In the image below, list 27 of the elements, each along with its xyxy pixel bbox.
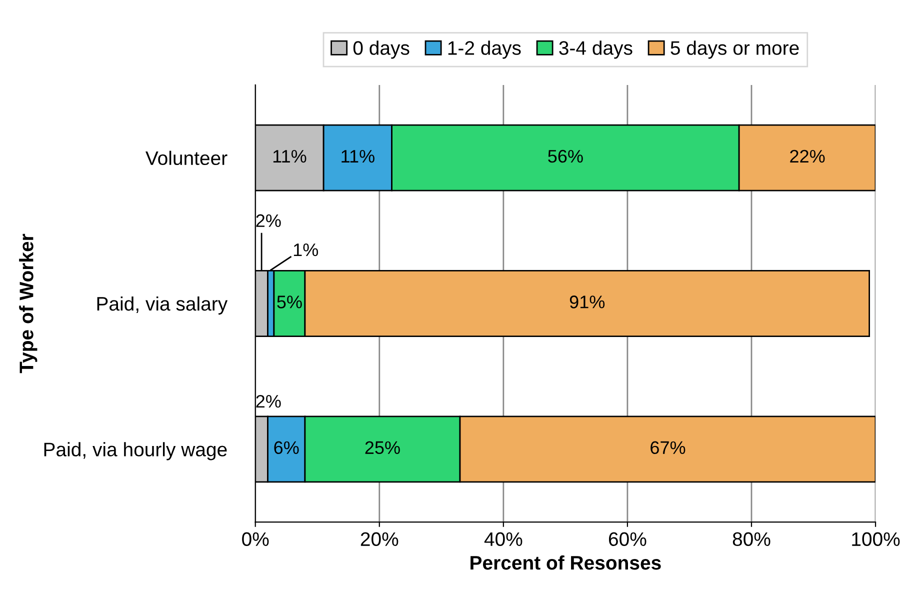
- data-label: 2%: [256, 214, 281, 228]
- legend-label: 3-4 days: [559, 40, 632, 59]
- y-tick-label: Paid, via salary: [97, 296, 228, 315]
- legend-label: 0 days: [353, 40, 410, 59]
- data-label: 6%: [274, 441, 299, 454]
- x-tick-label: 60%: [608, 532, 646, 546]
- data-label: 67%: [650, 441, 686, 454]
- y-tick-label: Paid, via hourly wage: [44, 442, 227, 460]
- x-tick-label: 40%: [484, 532, 522, 546]
- data-label: 11%: [273, 150, 306, 163]
- legend-label: 5 days or more: [670, 40, 799, 59]
- data-label: 2%: [256, 394, 281, 408]
- x-tick-label: 0%: [242, 532, 269, 546]
- data-label: 91%: [570, 296, 605, 308]
- x-axis-title: Percent of Resonses: [470, 555, 661, 570]
- data-label: 5%: [277, 296, 302, 308]
- x-tick-label: 80%: [732, 532, 770, 546]
- data-label: 56%: [548, 150, 583, 163]
- data-label: 1%: [294, 244, 318, 256]
- data-label: 11%: [342, 150, 374, 163]
- legend-label: 1-2 days: [448, 40, 521, 59]
- x-tick-label: 100%: [852, 532, 900, 546]
- y-tick-label: Volunteer: [146, 150, 228, 166]
- data-label: 22%: [790, 150, 825, 163]
- y-axis-title: Type of Worker: [19, 234, 38, 374]
- data-label: 25%: [365, 441, 400, 454]
- x-tick-label: 20%: [360, 532, 398, 546]
